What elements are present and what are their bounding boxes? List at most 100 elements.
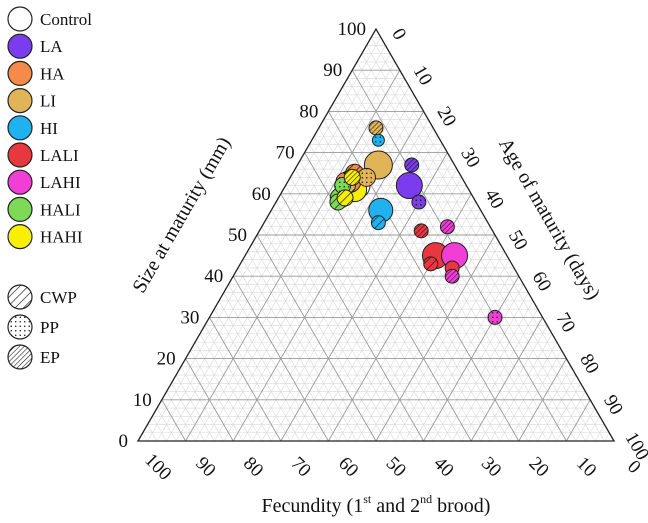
legend-swatch: [7, 6, 33, 32]
grid-line: [166, 53, 391, 442]
legend-item-cwp: CWP: [7, 284, 77, 310]
data-point-hahi: [336, 189, 354, 207]
grid-line: [518, 358, 567, 442]
grid-line: [547, 383, 581, 442]
grid-line: [299, 168, 458, 442]
legend-label: LALI: [40, 146, 79, 165]
legend-item-hi: HI: [7, 115, 58, 141]
legend-swatch-pattern: [8, 345, 32, 369]
right-tick-label: 70: [552, 309, 580, 336]
grid-line: [271, 210, 405, 442]
left-tick-label: 90: [323, 60, 342, 81]
grid-line: [232, 275, 329, 442]
legend-label: HA: [40, 64, 65, 83]
grid-line: [413, 267, 515, 442]
legend-swatch-pattern: [8, 315, 32, 339]
grid-line: [180, 366, 224, 442]
grid-line: [256, 234, 377, 442]
data-point-hi: [371, 133, 385, 147]
grid-line: [190, 350, 243, 442]
point-pattern: [423, 256, 438, 271]
legend-swatch: [7, 60, 33, 87]
grid-line: [228, 284, 320, 442]
bottom-tick-label: 100: [140, 450, 175, 485]
right-tick-label: 90: [599, 392, 627, 419]
legend-label: HI: [40, 119, 58, 138]
legend-swatch: [7, 224, 33, 250]
grid-line: [242, 259, 348, 442]
grid-line: [604, 432, 610, 442]
right-tick-label: 30: [456, 144, 484, 171]
left-tick-label: 40: [204, 266, 223, 287]
grid-line: [161, 399, 186, 442]
grid-line: [294, 168, 453, 442]
bottom-tick-label: 0: [623, 456, 645, 478]
legend-label: LAHI: [40, 173, 81, 192]
grid-line: [213, 309, 291, 442]
legend-item-ha: HA: [7, 60, 65, 87]
legend-label: Control: [40, 10, 92, 29]
legend-swatch: [7, 196, 33, 222]
bottom-tick-label: 90: [191, 453, 219, 481]
right-tick-label: 40: [480, 186, 508, 213]
data-point-li: [356, 167, 376, 187]
grid-line: [470, 317, 543, 442]
grid-line: [147, 37, 382, 442]
grid-line: [171, 383, 205, 442]
data-point-hahi: [343, 168, 361, 186]
grid-line: [370, 37, 605, 442]
grid-line: [585, 416, 600, 442]
data-point-li: [368, 120, 384, 136]
legend-label: PP: [40, 318, 59, 337]
left-tick-label: 20: [157, 349, 176, 370]
legend-item-la: LA: [7, 33, 63, 59]
legend-swatch: [7, 33, 33, 59]
grid-line: [218, 300, 301, 442]
right-tick-label: 10: [409, 62, 437, 89]
point-pattern: [411, 195, 426, 210]
grid-line: [480, 325, 548, 442]
legend-label: HAHI: [40, 228, 83, 247]
grid-line: [209, 317, 282, 442]
data-point-la: [404, 157, 420, 173]
grid-line: [337, 201, 477, 442]
grid-line: [152, 416, 167, 442]
grid-line: [204, 325, 272, 442]
legend-swatch: [7, 142, 33, 168]
ternary-triangle: [136, 27, 616, 442]
grid-line: [566, 399, 591, 442]
right-tick-label: 0: [387, 25, 410, 44]
right-tick-label: 60: [528, 268, 556, 295]
grid-line: [185, 69, 401, 442]
data-points: [329, 120, 503, 325]
left-tick-label: 50: [228, 225, 247, 246]
grid-line: [185, 358, 234, 442]
grid-line: [266, 218, 396, 442]
point-fill: [395, 172, 423, 200]
left-tick-label: 80: [299, 101, 318, 122]
point-pattern: [344, 169, 361, 186]
grid-line: [528, 366, 572, 442]
legend-label: LA: [40, 37, 63, 56]
grid-line: [290, 177, 443, 442]
grid-line: [175, 374, 215, 442]
point-pattern: [369, 120, 383, 135]
legend-item-li: LI: [7, 87, 56, 114]
grid-line: [451, 300, 534, 442]
grid-line: [199, 333, 263, 442]
grid-line: [423, 275, 520, 442]
left-tick-label: 10: [133, 390, 152, 411]
grid-line: [156, 407, 177, 442]
legend-item-pp: PP: [7, 314, 59, 340]
left-tick-label: 0: [119, 431, 129, 452]
left-tick-label: 30: [180, 307, 199, 328]
right-tick-label: 80: [575, 350, 603, 377]
grid-line: [309, 177, 462, 442]
point-pattern: [445, 269, 460, 284]
grid-line: [594, 424, 605, 442]
data-point-lali: [423, 256, 439, 272]
grid-line: [261, 226, 386, 442]
grid-line: [461, 309, 539, 442]
